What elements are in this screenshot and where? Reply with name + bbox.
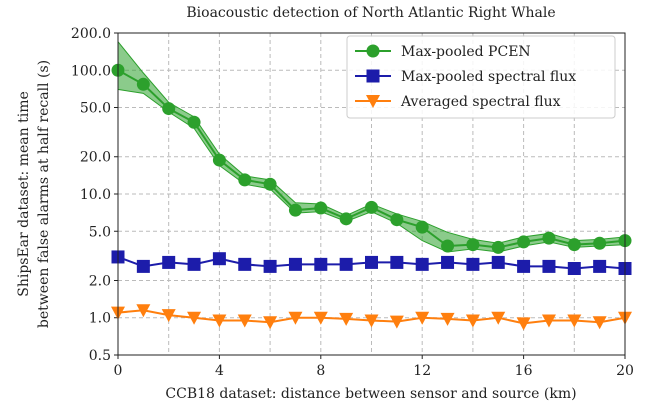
marker bbox=[441, 239, 455, 253]
marker bbox=[491, 255, 505, 269]
marker bbox=[364, 314, 379, 328]
marker bbox=[187, 311, 202, 325]
marker bbox=[567, 314, 582, 328]
x-tick-label: 4 bbox=[215, 363, 224, 379]
marker bbox=[541, 314, 556, 328]
x-tick-label: 20 bbox=[616, 363, 634, 379]
x-tick-label: 0 bbox=[114, 363, 123, 379]
marker bbox=[339, 212, 353, 226]
chart-title: Bioacoustic detection of North Atlantic … bbox=[186, 5, 555, 21]
marker bbox=[339, 312, 354, 326]
marker bbox=[288, 203, 302, 217]
marker bbox=[567, 262, 581, 276]
y-tick-label: 2.0 bbox=[89, 273, 111, 289]
marker bbox=[465, 314, 480, 328]
marker bbox=[415, 220, 429, 234]
marker bbox=[440, 312, 455, 326]
marker bbox=[212, 252, 226, 266]
marker bbox=[212, 314, 227, 328]
x-tick-label: 12 bbox=[413, 363, 431, 379]
legend-marker bbox=[366, 95, 380, 108]
marker bbox=[491, 311, 506, 325]
marker bbox=[567, 238, 581, 252]
marker bbox=[466, 238, 480, 252]
marker bbox=[238, 257, 252, 271]
legend-label: Max-pooled PCEN bbox=[401, 44, 531, 60]
marker bbox=[187, 115, 201, 129]
marker bbox=[592, 316, 607, 330]
marker bbox=[136, 259, 150, 273]
y-tick-label: 1.0 bbox=[89, 311, 111, 327]
marker bbox=[389, 315, 404, 329]
marker bbox=[237, 314, 252, 328]
marker bbox=[263, 259, 277, 273]
marker bbox=[161, 309, 176, 323]
legend-label: Averaged spectral flux bbox=[400, 94, 561, 110]
marker bbox=[593, 236, 607, 250]
legend-box bbox=[346, 35, 616, 119]
marker bbox=[517, 235, 531, 249]
plot-frame bbox=[117, 32, 626, 356]
marker bbox=[263, 177, 277, 191]
marker bbox=[212, 153, 226, 167]
marker bbox=[542, 231, 556, 245]
legend-marker bbox=[366, 44, 380, 58]
marker bbox=[516, 317, 531, 331]
marker bbox=[288, 311, 303, 325]
marker bbox=[339, 257, 353, 271]
x-axis-label: CCB18 dataset: distance between sensor a… bbox=[165, 386, 576, 402]
marker bbox=[288, 257, 302, 271]
y-tick-label: 10.0 bbox=[80, 187, 111, 203]
legend-marker bbox=[366, 69, 380, 83]
legend-label: Max-pooled spectral flux bbox=[401, 69, 576, 85]
y-tick-label: 0.5 bbox=[89, 348, 111, 364]
marker bbox=[542, 259, 556, 273]
marker bbox=[365, 255, 378, 269]
y-tick-label: 5.0 bbox=[89, 224, 111, 240]
x-tick-label: 8 bbox=[316, 363, 325, 379]
marker bbox=[314, 257, 328, 271]
marker bbox=[441, 255, 455, 269]
y-tick-label: 200.0 bbox=[71, 26, 111, 42]
marker bbox=[466, 257, 480, 271]
marker bbox=[593, 259, 607, 273]
marker bbox=[162, 255, 176, 269]
marker bbox=[491, 240, 505, 254]
marker bbox=[314, 201, 328, 215]
marker bbox=[313, 311, 328, 325]
y-tick-label: 50.0 bbox=[80, 101, 111, 117]
y-tick-label: 20.0 bbox=[80, 150, 111, 166]
marker bbox=[162, 102, 176, 116]
marker bbox=[136, 304, 151, 318]
marker bbox=[517, 259, 531, 273]
y-tick-label: 100.0 bbox=[71, 63, 111, 79]
x-tick-label: 16 bbox=[515, 363, 533, 379]
marker bbox=[365, 200, 378, 214]
y-axis-label: between false alarms at half recall (s) bbox=[36, 60, 52, 328]
marker bbox=[415, 257, 429, 271]
marker bbox=[390, 213, 404, 227]
y-axis-label: ShipsEar dataset: mean time bbox=[16, 91, 32, 297]
marker bbox=[136, 77, 150, 91]
marker bbox=[390, 255, 404, 269]
marker bbox=[238, 173, 252, 187]
marker bbox=[415, 311, 430, 325]
marker bbox=[263, 316, 278, 330]
marker bbox=[187, 257, 201, 271]
